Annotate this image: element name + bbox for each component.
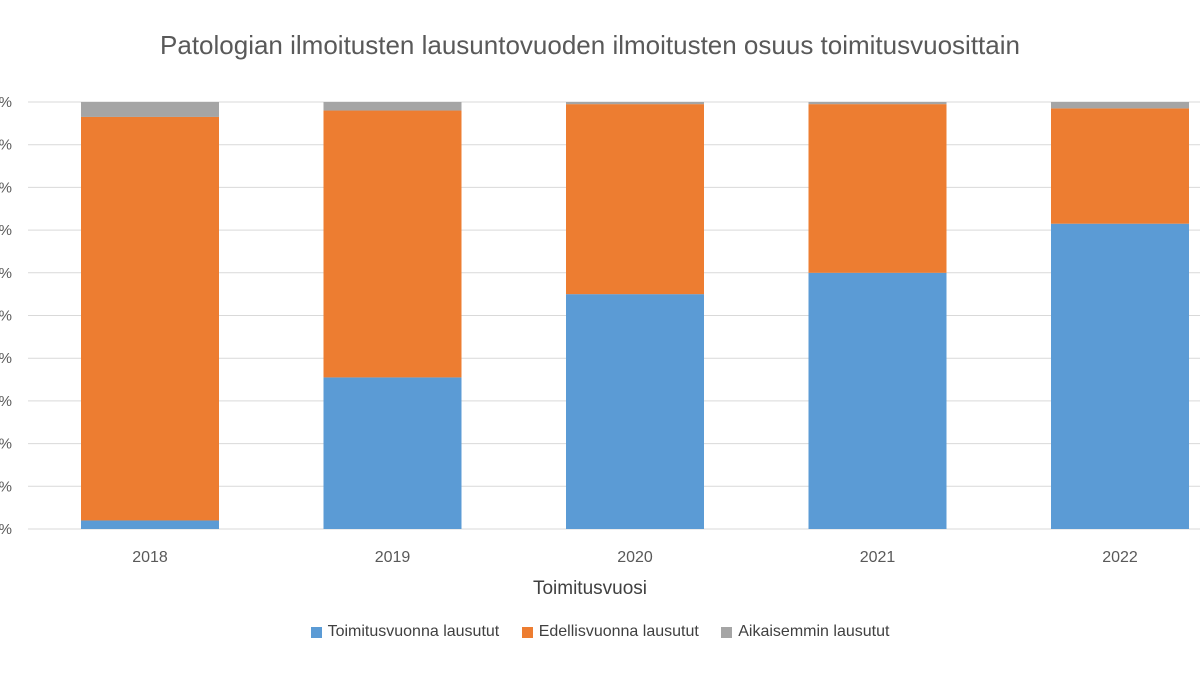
legend-swatch-aikaisemmin — [721, 626, 733, 638]
bar-segment-2021-series-0 — [808, 272, 947, 529]
y-tick-labels: %%%%%%%%%%% — [0, 94, 12, 538]
bar-segment-2022-series-0 — [1051, 223, 1189, 529]
bar-segment-2020-series-2 — [566, 102, 704, 105]
bar-segment-2018-series-2 — [81, 102, 219, 117]
bar-segment-2018-series-0 — [81, 520, 219, 529]
x-tick-label-2019: 2019 — [375, 549, 411, 566]
x-tick-label-2018: 2018 — [132, 549, 168, 566]
bars — [81, 102, 1189, 529]
bar-segment-2021-series-2 — [808, 102, 947, 105]
y-tick-label: % — [0, 478, 12, 495]
legend-label-edellisvuonna: Edellisvuonna lausutut — [538, 623, 699, 640]
legend-item-toimitusvuonna: Toimitusvuonna lausutut — [310, 623, 500, 641]
y-tick-label: % — [0, 137, 12, 154]
bar-segment-2022-series-1 — [1051, 108, 1189, 224]
chart-title: Patologian ilmoitusten lausuntovuoden il… — [160, 30, 1020, 60]
bar-segment-2022-series-2 — [1051, 102, 1189, 109]
legend-swatch-toimitusvuonna — [310, 626, 322, 638]
legend-label-toimitusvuonna: Toimitusvuonna lausutut — [327, 623, 500, 640]
bar-segment-2020-series-1 — [566, 104, 704, 295]
legend: Toimitusvuonna lausutut Edellisvuonna la… — [0, 623, 1200, 643]
x-axis-title: Toimitusvuosi — [532, 578, 648, 599]
legend-item-aikaisemmin: Aikaisemmin lausutut — [721, 623, 889, 641]
y-tick-label: % — [0, 179, 12, 196]
x-tick-label-2020: 2020 — [617, 549, 653, 566]
x-tick-labels: 2018 2019 2020 2021 2022 — [132, 549, 1138, 566]
bar-segment-2019-series-0 — [323, 377, 462, 529]
x-tick-label-2021: 2021 — [860, 549, 896, 566]
legend-label-aikaisemmin: Aikaisemmin lausutut — [738, 623, 890, 640]
legend-swatch-edellisvuonna — [521, 626, 533, 638]
bar-segment-2019-series-2 — [323, 102, 462, 111]
y-tick-label: % — [0, 350, 12, 367]
legend-item-edellisvuonna: Edellisvuonna lausutut — [521, 623, 699, 641]
bar-segment-2021-series-1 — [808, 104, 947, 273]
y-tick-label: % — [0, 393, 12, 410]
y-tick-label: % — [0, 94, 12, 111]
y-tick-label: % — [0, 308, 12, 325]
bar-segment-2020-series-0 — [566, 294, 704, 529]
y-tick-label: % — [0, 265, 12, 282]
y-tick-label: % — [0, 436, 12, 453]
y-tick-label: % — [0, 521, 12, 538]
bar-segment-2018-series-1 — [81, 116, 219, 521]
x-tick-label-2022: 2022 — [1102, 549, 1138, 566]
y-tick-label: % — [0, 222, 12, 239]
bar-segment-2019-series-1 — [323, 110, 462, 378]
